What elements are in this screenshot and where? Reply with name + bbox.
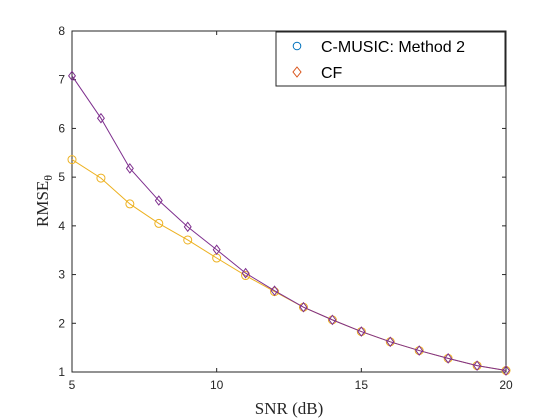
y-tick-label: 6 [58, 121, 65, 135]
data-point-circle [154, 218, 164, 228]
axis-ticks: 5 10 15 20 1 2 3 4 5 6 7 8 [58, 24, 513, 392]
data-point-diamond [415, 345, 424, 356]
legend-marker-circle [292, 41, 302, 51]
y-tick-label: 7 [58, 73, 65, 87]
x-tick-label: 10 [210, 378, 224, 392]
y-axis-title: RMSEθ [33, 175, 55, 227]
data-point-diamond [212, 244, 221, 256]
data-point-diamond [444, 353, 453, 364]
data-point-diamond [270, 285, 279, 296]
x-tick-label: 20 [499, 378, 513, 392]
data-point-circle [96, 173, 106, 183]
x-tick-label: 15 [355, 378, 369, 392]
data-point-diamond [328, 314, 337, 326]
series-cf [68, 70, 510, 376]
y-tick-label: 8 [58, 24, 65, 38]
series-layer [67, 70, 511, 376]
legend-box [275, 31, 506, 87]
data-point-diamond [357, 326, 366, 337]
data-point-diamond [241, 267, 250, 279]
data-point-diamond [502, 365, 510, 376]
y-tick-label: 1 [58, 365, 65, 379]
data-point-circle [67, 155, 77, 165]
data-point-diamond [68, 70, 76, 82]
y-tick-label: 2 [58, 316, 65, 330]
y-tick-label: 3 [58, 268, 65, 282]
data-point-diamond [183, 221, 192, 233]
data-point-diamond [299, 301, 308, 313]
data-point-diamond [386, 336, 395, 348]
series-line [71, 75, 507, 372]
y-tick-label: 4 [58, 219, 65, 233]
y-tick-label: 5 [58, 170, 65, 184]
data-point-diamond [473, 360, 482, 372]
legend-label-cf: CF [321, 65, 343, 82]
legend-label-cmusic: C-MUSIC: Method 2 [321, 39, 465, 56]
data-point-diamond [154, 195, 163, 206]
data-point-diamond [125, 163, 134, 174]
y-axis-title-sub: θ [41, 175, 55, 181]
x-tick-label: 5 [69, 378, 76, 392]
data-point-circle [125, 199, 135, 209]
plot-area [71, 30, 507, 373]
legend-marker-diamond [292, 66, 302, 78]
legend: C-MUSIC: Method 2 CF [275, 31, 506, 87]
data-point-diamond [96, 112, 105, 124]
data-point-circle [183, 235, 193, 245]
y-axis-title-main: RMSE [33, 181, 52, 227]
x-axis-title: SNR (dB) [255, 399, 323, 418]
